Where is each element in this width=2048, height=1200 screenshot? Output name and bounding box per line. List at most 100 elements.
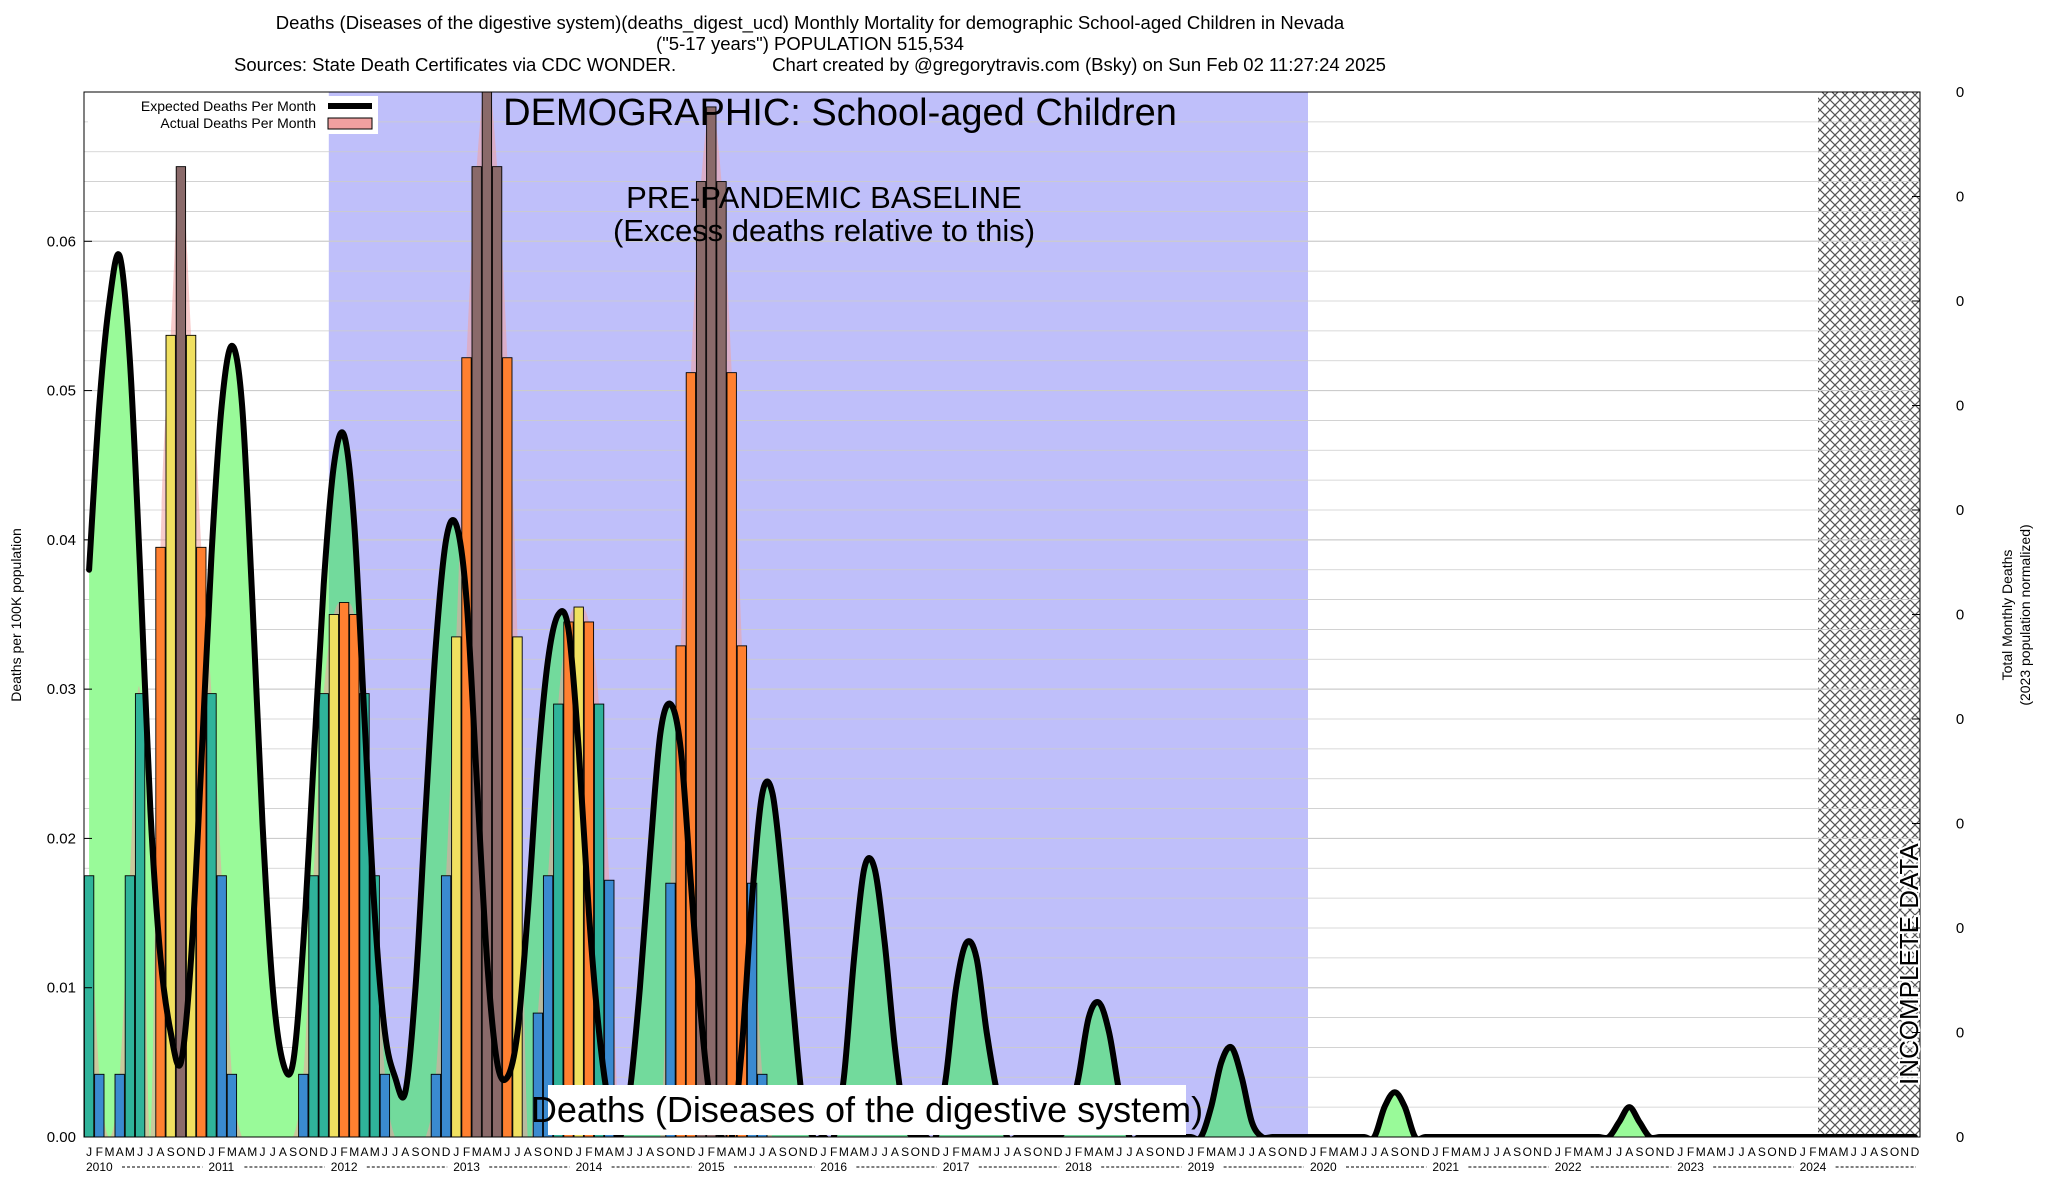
x-month-label: M — [982, 1145, 992, 1159]
x-year-label: 2019 — [1188, 1160, 1215, 1174]
x-month-label: M — [737, 1145, 747, 1159]
actual-deaths-bar — [542, 875, 554, 1137]
y2-tick-label: 0 — [1956, 189, 1964, 206]
x-month-label: N — [1533, 1145, 1542, 1159]
legend-expected-label: Expected Deaths Per Month — [141, 98, 316, 114]
x-month-label: O — [1155, 1145, 1164, 1159]
x-month-label: A — [972, 1145, 980, 1159]
x-month-label: M — [615, 1145, 625, 1159]
x-month-label: A — [728, 1145, 736, 1159]
x-month-label: A — [1829, 1145, 1837, 1159]
x-month-label: J — [821, 1145, 827, 1159]
x-month-label: M — [1573, 1145, 1583, 1159]
actual-deaths-bar — [308, 875, 319, 1137]
x-month-label: D — [1788, 1145, 1797, 1159]
x-month-label: O — [543, 1145, 552, 1159]
x-month-label: M — [1716, 1145, 1726, 1159]
x-month-label: M — [1227, 1145, 1237, 1159]
x-month-label: J — [260, 1145, 266, 1159]
x-month-label: J — [1433, 1145, 1439, 1159]
actual-deaths-bar — [706, 106, 717, 1137]
actual-deaths-bar — [451, 636, 462, 1137]
x-month-label: N — [1656, 1145, 1665, 1159]
x-month-label: J — [637, 1145, 643, 1159]
x-month-label: O — [1645, 1145, 1654, 1159]
x-month-label: A — [1707, 1145, 1715, 1159]
actual-deaths-bar — [175, 166, 187, 1137]
x-month-label: M — [1451, 1145, 1461, 1159]
x-month-label: O — [421, 1145, 430, 1159]
x-month-label: M — [859, 1145, 869, 1159]
x-month-label: M — [125, 1145, 135, 1159]
y2-tick-label: 0 — [1956, 398, 1964, 415]
x-month-label: A — [1136, 1145, 1144, 1159]
x-month-label: J — [1127, 1145, 1133, 1159]
actual-deaths-bar — [155, 546, 166, 1137]
actual-deaths-bar — [114, 1073, 125, 1137]
x-month-label: J — [1555, 1145, 1561, 1159]
x-month-label: A — [360, 1145, 368, 1159]
x-month-label: M — [1329, 1145, 1339, 1159]
x-month-label: N — [432, 1145, 441, 1159]
actual-deaths-bar — [349, 614, 360, 1137]
x-month-label: D — [1054, 1145, 1063, 1159]
x-month-label: M — [105, 1145, 115, 1159]
x-month-label: J — [943, 1145, 949, 1159]
x-year-label-bg — [1431, 1159, 1466, 1173]
chart-title-line2: ("5-17 years") POPULATION 515,534 — [656, 33, 964, 54]
x-month-label: A — [1217, 1145, 1225, 1159]
x-month-label: D — [1299, 1145, 1308, 1159]
x-month-label: N — [1900, 1145, 1909, 1159]
x-month-label: S — [1880, 1145, 1888, 1159]
actual-deaths-bar — [216, 875, 227, 1137]
x-year-label-bg — [574, 1159, 609, 1173]
x-year-label-bg — [1553, 1159, 1588, 1173]
legend: Expected Deaths Per Month Actual Deaths … — [88, 96, 378, 134]
expected-deaths-line — [86, 251, 1918, 1137]
y-axis-ticks: 0.00 0.01 0.02 0.03 0.04 0.05 0.06 — [47, 233, 92, 1146]
x-month-label: J — [1116, 1145, 1122, 1159]
x-month-label: M — [472, 1145, 482, 1159]
x-month-label: J — [1606, 1145, 1612, 1159]
actual-deaths-bar — [685, 372, 697, 1137]
y2-tick-label: 0 — [1956, 816, 1964, 833]
x-month-label: O — [1767, 1145, 1776, 1159]
x-month-label: J — [1851, 1145, 1857, 1159]
y-tick-label: 0.02 — [47, 830, 76, 847]
x-month-label: D — [1911, 1145, 1920, 1159]
x-month-label: S — [167, 1145, 175, 1159]
x-month-label: O — [911, 1145, 920, 1159]
actual-deaths-bar — [716, 181, 727, 1137]
actual-deaths-bar — [491, 166, 503, 1137]
x-month-label: A — [1625, 1145, 1633, 1159]
x-month-label: M — [1471, 1145, 1481, 1159]
x-year-label-bg — [941, 1159, 976, 1173]
x-year-label: 2017 — [943, 1160, 970, 1174]
incomplete-data-label: INCOMPLETE DATA — [1894, 843, 1924, 1085]
x-month-label: J — [382, 1145, 388, 1159]
actual-deaths-bar — [553, 703, 564, 1137]
cause-label: Deaths (Diseases of the digestive system… — [531, 1089, 1203, 1130]
x-month-label: O — [299, 1145, 308, 1159]
x-month-label: S — [1513, 1145, 1521, 1159]
x-month-label: J — [1861, 1145, 1867, 1159]
x-month-label: J — [515, 1145, 521, 1159]
x-month-label: O — [1523, 1145, 1532, 1159]
x-month-label: S — [779, 1145, 787, 1159]
x-year-label: 2015 — [698, 1160, 725, 1174]
x-month-label: O — [1400, 1145, 1409, 1159]
y-tick-label: 0.01 — [47, 980, 76, 997]
x-month-label: M — [594, 1145, 604, 1159]
actual-deaths-bar — [226, 1073, 238, 1137]
x-year-label: 2010 — [86, 1160, 113, 1174]
x-month-label: M — [1084, 1145, 1094, 1159]
x-month-label: J — [392, 1145, 398, 1159]
x-month-label: J — [1484, 1145, 1490, 1159]
chart-title-line1: Deaths (Diseases of the digestive system… — [275, 12, 1345, 33]
x-month-label: S — [289, 1145, 297, 1159]
x-month-label: S — [1635, 1145, 1643, 1159]
x-month-label: A — [1870, 1145, 1878, 1159]
x-month-label: N — [1166, 1145, 1175, 1159]
y2-tick-label: 0 — [1956, 1025, 1964, 1042]
x-month-label: M — [1818, 1145, 1828, 1159]
